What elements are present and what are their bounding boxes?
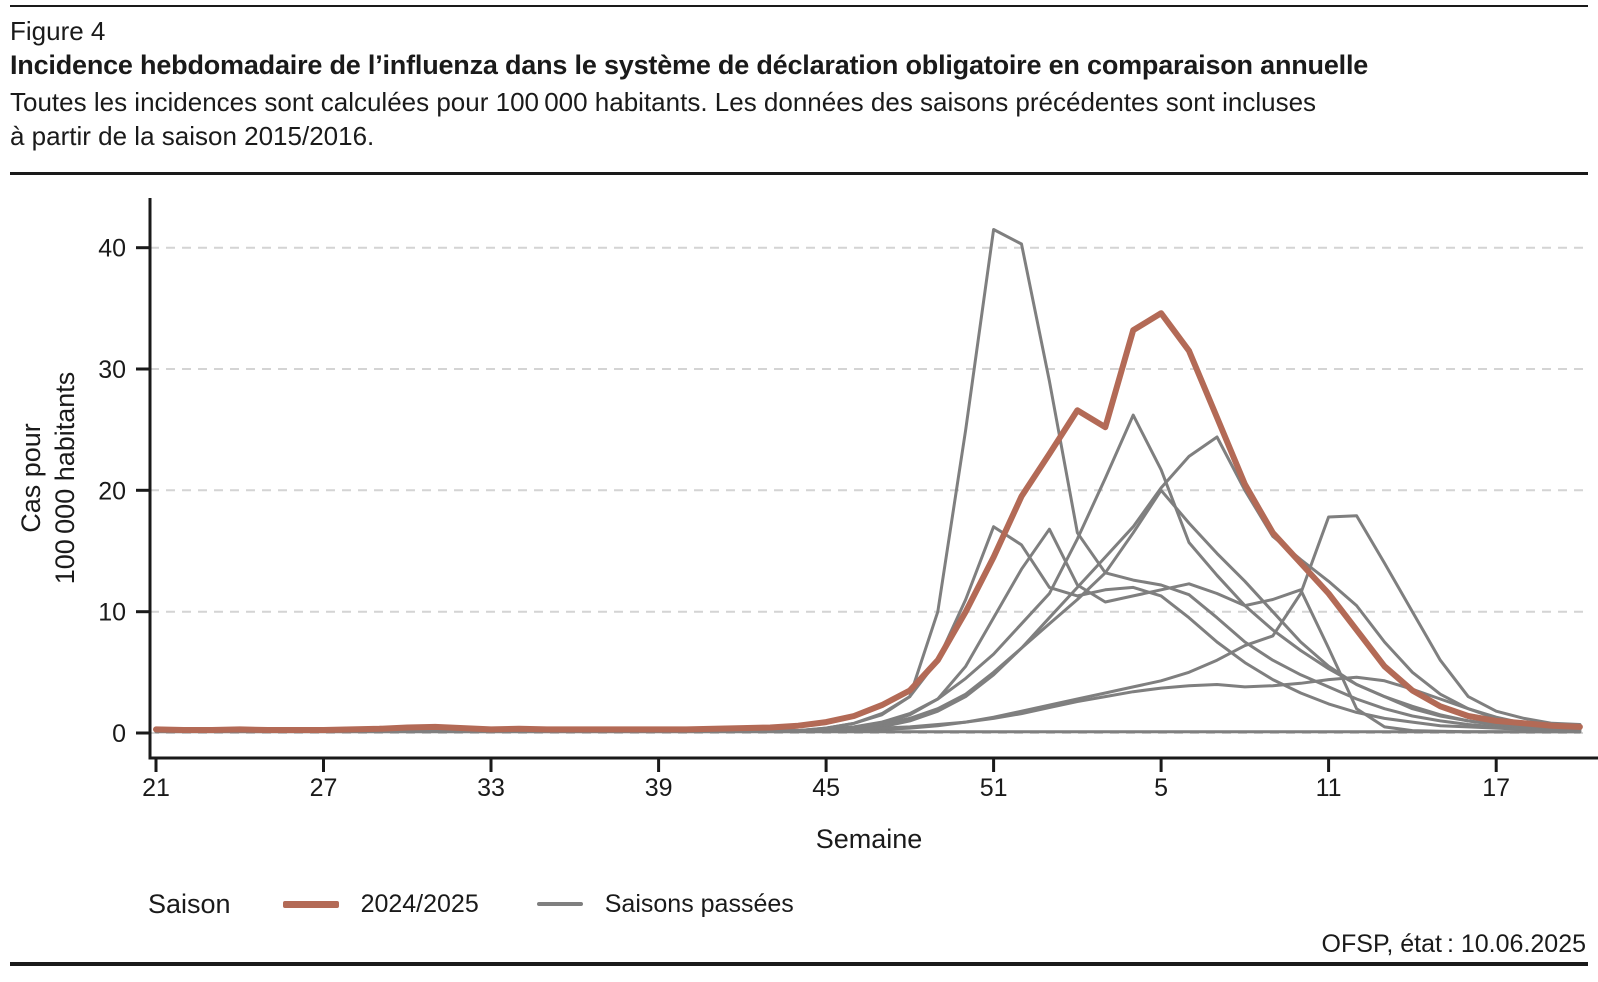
x-tick-label-11: 11	[1316, 774, 1342, 802]
chart-svg: 0 10 20 30 40 21 27 33 39 45 51 5 11 17 Semaine Cas pou…	[16, 198, 1598, 854]
y-tick-label-10: 10	[98, 599, 126, 627]
x-tick-label-17: 17	[1482, 774, 1510, 802]
past-seasons-line-swatch	[536, 902, 583, 906]
x-tick-label-51: 51	[980, 774, 1008, 802]
header-divider	[10, 172, 1588, 175]
legend-title: Saison	[148, 888, 231, 919]
figure-label: Figure 4	[10, 16, 106, 46]
chart-subtitle-line1: Toutes les incidences sont calculées pou…	[10, 87, 1317, 117]
legend: Saison 2024/2025 Saisons passées	[148, 882, 794, 926]
line-past-season-5	[154, 525, 1582, 733]
chart-title: Incidence hebdomadaire de l’influenza da…	[10, 50, 1369, 80]
line-current-season	[153, 310, 1583, 733]
x-tick-label-21: 21	[142, 774, 170, 802]
y-axis-title-line1: Cas pour	[16, 423, 46, 533]
x-tick-label-33: 33	[477, 774, 505, 802]
y-axis-title-line2: 100 000 habitants	[50, 372, 80, 585]
y-tick-label-30: 30	[98, 356, 126, 384]
source-note: OFSP, état : 10.06.2025	[1321, 930, 1586, 958]
chart-subtitle-line2: à partir de la saison 2015/2016.	[10, 121, 375, 151]
bottom-rule	[10, 962, 1588, 966]
legend-past-label: Saisons passées	[604, 889, 794, 918]
line-past-season-3	[154, 435, 1582, 733]
x-tick-label-45: 45	[812, 774, 840, 802]
x-tick-label-39: 39	[645, 774, 673, 802]
current-season-line-swatch	[282, 900, 339, 908]
x-axis-title: Semaine	[816, 824, 923, 854]
legend-past-item: Saisons passées	[479, 890, 794, 919]
legend-current-label: 2024/2025	[360, 889, 479, 918]
y-tick-label-20: 20	[98, 477, 126, 505]
line-past-season-2	[154, 413, 1582, 733]
legend-current-item: 2024/2025	[282, 889, 479, 919]
y-tick-label-40: 40	[98, 235, 126, 263]
line-past-season-1	[154, 228, 1582, 733]
x-tick-label-27: 27	[310, 774, 338, 802]
x-tick-label-5: 5	[1154, 774, 1168, 802]
top-rule	[10, 5, 1588, 7]
y-tick-label-0: 0	[112, 720, 126, 748]
line-past-season-7	[154, 514, 1582, 733]
